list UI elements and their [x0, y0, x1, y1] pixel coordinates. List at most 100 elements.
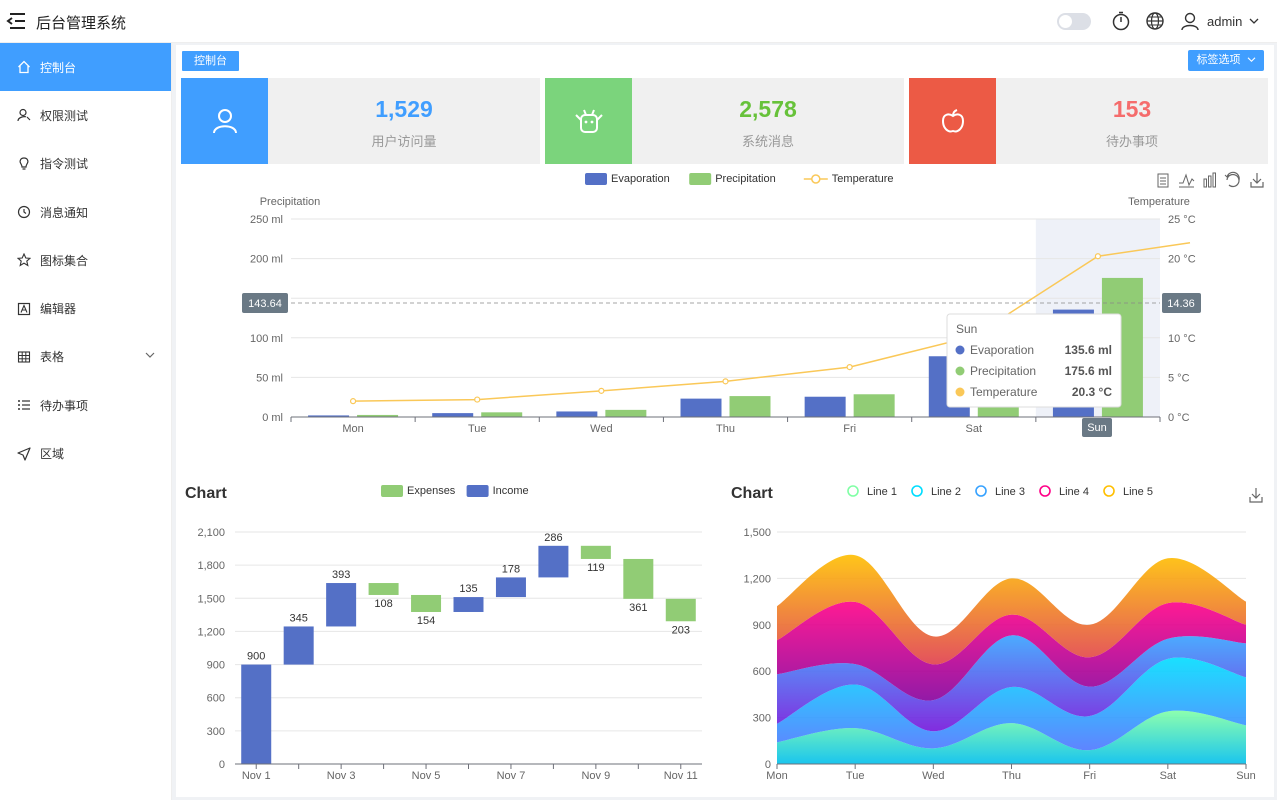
legend-label: Evaporation: [611, 173, 670, 185]
bulb-icon: [16, 156, 32, 172]
legend-swatch: [689, 173, 712, 185]
line-series: [349, 242, 1191, 405]
stat-icon-box: [909, 78, 996, 164]
sidebar-item-label: 控制台: [40, 60, 77, 75]
y-tick-label-left: 250 ml: [250, 214, 283, 226]
x-tick-label: Wed: [590, 423, 612, 435]
sidebar-item-todo[interactable]: 待办事项: [0, 381, 171, 429]
y-tick-label: 2,100: [197, 527, 225, 539]
data-view-icon[interactable]: [1157, 173, 1169, 188]
y-tick-label-right: 10 °C: [1168, 333, 1196, 345]
y-tick-label-left: 50 ml: [256, 372, 283, 384]
stat-label: 用户访问量: [371, 134, 437, 149]
legend-label: Line 2: [931, 486, 961, 498]
y-tick-label: 300: [207, 726, 225, 738]
chart-title: Chart: [731, 485, 773, 502]
data-label: 345: [290, 612, 308, 624]
x-tick-label: Nov 9: [581, 770, 610, 782]
x-tick-label: Wed: [922, 770, 944, 782]
data-label: 119: [587, 562, 605, 574]
y-tick-label-right: 25 °C: [1168, 214, 1196, 226]
sidebar-item-dashboard[interactable]: 控制台: [0, 43, 171, 92]
sidebar-item-label: 图标集合: [40, 253, 89, 268]
chart-legend[interactable]: Evaporation Precipitation Temperature: [585, 173, 894, 185]
data-label: 108: [374, 598, 392, 610]
data-label: 154: [417, 615, 435, 627]
stat-card-messages: 2,578 系统消息: [545, 78, 904, 164]
sidebar-item-permission[interactable]: 权限测试: [0, 91, 171, 139]
tag-options-label: 标签选项: [1196, 54, 1241, 66]
area-band: [777, 710, 1246, 764]
x-tick-label: Nov 5: [412, 770, 441, 782]
x-tick-label: Tue: [846, 770, 865, 782]
tooltip-series-name: Evaporation: [970, 343, 1034, 357]
user-icon: [212, 109, 237, 134]
stat-card-todos: 153 待办事项: [909, 78, 1268, 164]
tooltip-series-value: 175.6 ml: [1065, 364, 1112, 378]
sidebar-item-icons[interactable]: 图标集合: [0, 236, 171, 284]
bar: [605, 409, 647, 417]
list-icon: [16, 397, 32, 413]
bar: [580, 545, 611, 559]
line-point: [722, 378, 729, 385]
sidebar-item-editor[interactable]: 编辑器: [0, 284, 171, 332]
sidebar-item-region[interactable]: 区域: [0, 429, 171, 477]
legend-label: Line 3: [995, 486, 1025, 498]
user-icon[interactable]: [1180, 11, 1200, 31]
y-tick-label: 600: [207, 693, 225, 705]
area-band: [777, 635, 1246, 732]
editor-icon: [16, 301, 32, 317]
sidebar-item-label: 待办事项: [40, 398, 89, 413]
bar: [308, 415, 350, 417]
tab-dashboard[interactable]: 控制台: [182, 51, 239, 71]
username[interactable]: admin: [1207, 14, 1243, 29]
menu-fold-icon[interactable]: [6, 12, 26, 30]
chart-toolbox[interactable]: [1157, 171, 1264, 188]
tooltip-rows: Evaporation 135.6 ml Precipitation 175.6 ml…: [955, 343, 1112, 399]
legend-marker: [911, 485, 923, 497]
chart-legend[interactable]: Expenses Income: [381, 485, 529, 497]
data-label: 178: [502, 563, 520, 575]
tooltip-box: [946, 313, 1122, 408]
download-icon[interactable]: [1249, 488, 1263, 503]
chevron-down-icon: [1247, 57, 1255, 63]
y-tick-label: 1,200: [197, 626, 225, 638]
sidebar-item-label: 指令测试: [40, 157, 89, 172]
globe-icon[interactable]: [1145, 11, 1165, 31]
y-tick-label: 1,500: [743, 527, 771, 539]
bar-switch-icon[interactable]: [1203, 172, 1216, 188]
sidebar-item-directive[interactable]: 指令测试: [0, 140, 171, 188]
home-icon: [16, 59, 32, 75]
x-axis: Mon Tue Wed Thu Fri Sat Sun: [766, 763, 1256, 782]
sidebar-item-table[interactable]: 表格: [0, 333, 171, 381]
y-tick-label: 900: [753, 620, 771, 632]
restore-icon[interactable]: [1224, 171, 1240, 188]
x-tick-label: Sun: [1236, 770, 1256, 782]
y-tick-label-left: 0 ml: [262, 412, 283, 424]
sidebar-item-messages[interactable]: 消息通知: [0, 188, 171, 236]
x-tick-label: Thu: [716, 423, 735, 435]
y-tick-label-right: 0 °C: [1168, 412, 1190, 424]
crosshair-label-right-bg: [1162, 293, 1201, 313]
user-key-icon: [16, 107, 32, 123]
sidebar-item-label: 区域: [40, 447, 65, 462]
bar: [326, 583, 357, 627]
app-header: 后台管理系统 admin: [0, 0, 1277, 43]
data-label: 393: [332, 569, 350, 581]
legend-label: Line 1: [867, 486, 897, 498]
y-tick-label: 600: [753, 666, 771, 678]
bar: [665, 598, 696, 622]
chevron-down-icon[interactable]: [1249, 17, 1259, 25]
x-tick-label: Nov 11: [664, 770, 698, 782]
y-axis-name-right: Temperature: [1128, 196, 1190, 208]
tag-options-dropdown[interactable]: 标签选项: [1188, 50, 1264, 71]
timer-icon[interactable]: [1111, 11, 1131, 31]
chart-legend[interactable]: Line 1 Line 2 Line 3 Line 4 Line 5: [847, 485, 1153, 498]
x-tick-label: Fri: [1083, 770, 1096, 782]
download-icon[interactable]: [1250, 173, 1264, 188]
y-tick-label: 1,200: [743, 573, 771, 585]
bar: [623, 558, 654, 599]
line-switch-icon[interactable]: [1179, 173, 1195, 188]
waterfall-chart: Chart Expenses Income 0 300 600 900 1,200 1,50…: [185, 485, 702, 782]
theme-toggle[interactable]: [1057, 13, 1091, 30]
